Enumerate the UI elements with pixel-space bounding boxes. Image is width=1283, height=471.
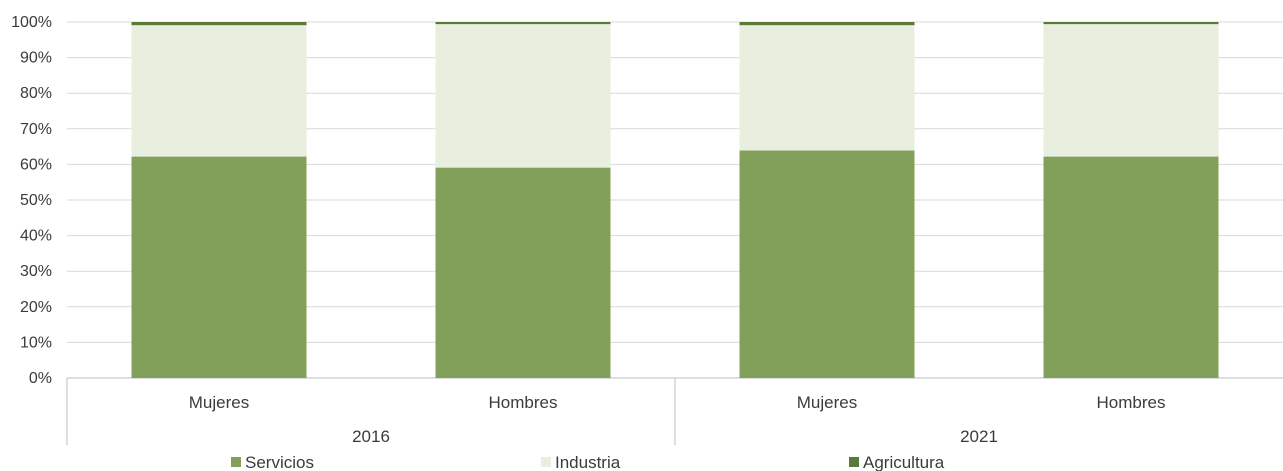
y-tick-label: 30% xyxy=(20,263,52,280)
bar-industria xyxy=(435,24,611,168)
legend-label: Industria xyxy=(555,453,621,471)
bar-servicios xyxy=(435,167,611,378)
bar-industria xyxy=(1043,24,1219,157)
y-tick-label: 100% xyxy=(11,14,52,31)
x-category-label: Hombres xyxy=(489,393,558,412)
bar-industria xyxy=(739,25,915,151)
x-category-label: Mujeres xyxy=(189,393,249,412)
bar-agricultura xyxy=(435,22,611,25)
y-tick-label: 40% xyxy=(20,228,52,245)
x-axis: Mujeres Hombres Mujeres Hombres 2016 2021 xyxy=(66,378,1166,446)
bars xyxy=(131,22,1219,378)
y-tick-label: 80% xyxy=(20,85,52,102)
y-axis-ticks: 0% 10% 20% 30% 40% 50% 60% 70% 80% 90% 100% xyxy=(11,14,52,387)
bar-agricultura xyxy=(739,22,915,26)
y-tick-label: 20% xyxy=(20,299,52,316)
x-category-label: Hombres xyxy=(1097,393,1166,412)
bar-agricultura xyxy=(131,22,307,26)
legend-swatch-industria xyxy=(541,457,551,467)
bar-servicios xyxy=(131,156,307,378)
y-tick-label: 90% xyxy=(20,50,52,67)
legend-swatch-agricultura xyxy=(849,457,859,467)
y-tick-label: 70% xyxy=(20,121,52,138)
bar-agricultura xyxy=(1043,22,1219,25)
y-tick-label: 60% xyxy=(20,156,52,173)
x-category-label: Mujeres xyxy=(797,393,857,412)
bar-servicios xyxy=(739,150,915,378)
x-group-label: 2016 xyxy=(352,427,390,446)
legend-swatch-servicios xyxy=(231,457,241,467)
y-tick-label: 50% xyxy=(20,192,52,209)
y-tick-label: 10% xyxy=(20,334,52,351)
legend-label: Servicios xyxy=(245,453,314,471)
legend: Servicios Industria Agricultura xyxy=(231,453,945,471)
legend-label: Agricultura xyxy=(863,453,945,471)
bar-industria xyxy=(131,25,307,157)
x-group-label: 2021 xyxy=(960,427,998,446)
y-tick-label: 0% xyxy=(29,370,52,387)
bar-servicios xyxy=(1043,156,1219,378)
